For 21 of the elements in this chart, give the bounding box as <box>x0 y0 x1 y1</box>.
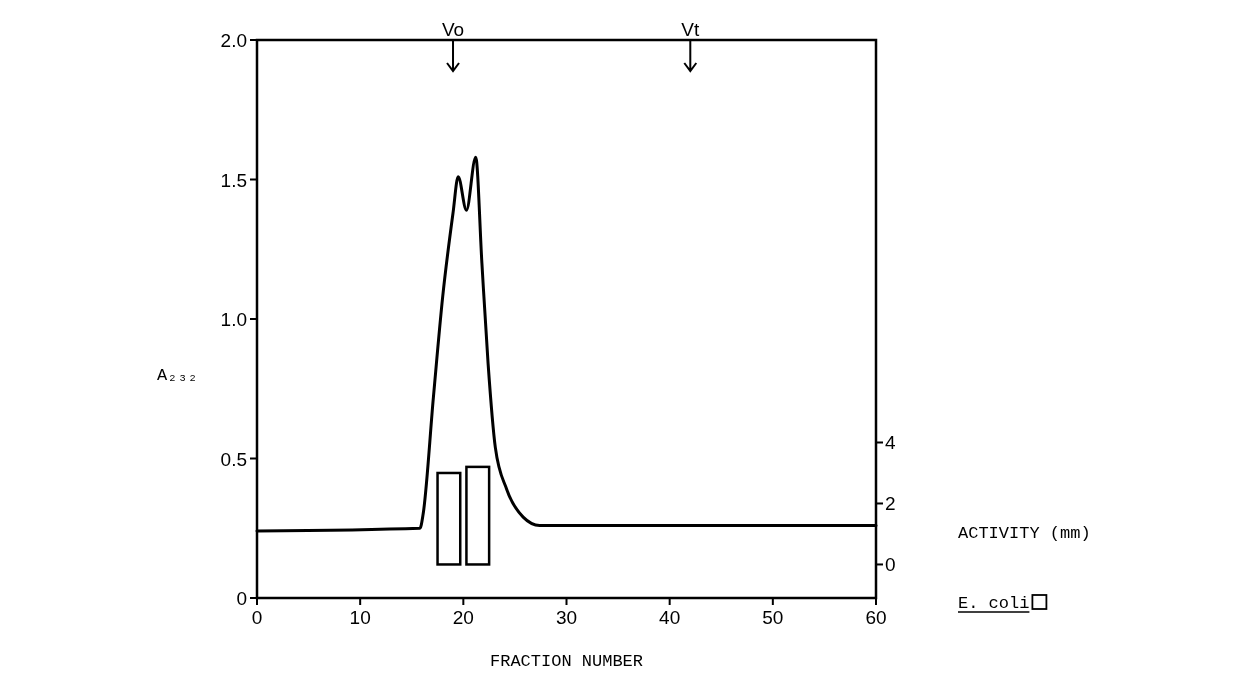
legend-label: E. coli <box>958 594 1030 613</box>
y-tick-label: 0 <box>236 588 247 609</box>
y2-tick-label: 0 <box>885 554 896 576</box>
x-tick-label: 40 <box>659 607 681 628</box>
y2-tick-label: 4 <box>885 432 896 454</box>
x-tick-label: 60 <box>865 607 887 628</box>
ref-line-label: Vt <box>681 19 700 40</box>
x-tick-label: 0 <box>251 607 263 628</box>
y-tick-label: 1.5 <box>220 169 247 191</box>
y-axis-title: A₂₃₂ <box>157 366 198 385</box>
y-tick-label: 2.0 <box>220 30 247 51</box>
ref-line-label: Vo <box>441 19 465 40</box>
x-axis-title: FRACTION NUMBER <box>489 652 644 671</box>
x-tick-label: 50 <box>762 607 784 628</box>
y-tick-label: 1.0 <box>220 309 247 330</box>
y2-tick-label: 2 <box>885 493 896 515</box>
y-tick-label: 0.5 <box>220 448 247 470</box>
x-tick-label: 10 <box>349 607 371 628</box>
y2-axis-title: ACTIVITY (mm) <box>958 524 1091 544</box>
x-tick-label: 30 <box>555 607 578 628</box>
x-tick-label: 20 <box>452 607 474 628</box>
